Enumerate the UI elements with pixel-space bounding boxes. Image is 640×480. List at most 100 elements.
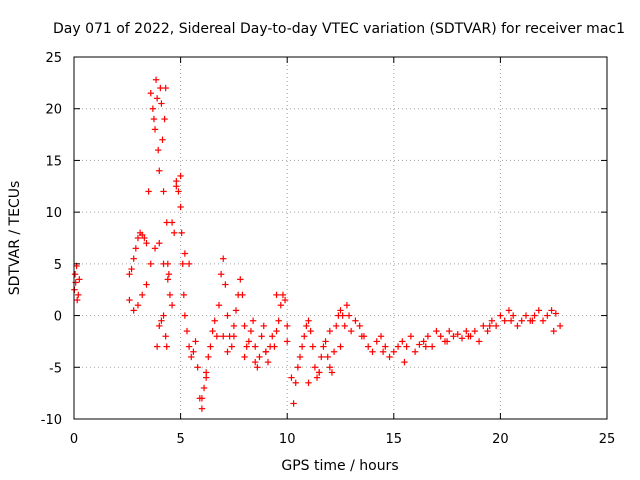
- data-point: [428, 343, 436, 350]
- y-tick-label: 25: [45, 51, 62, 66]
- data-point: [480, 322, 487, 330]
- data-point: [130, 307, 137, 314]
- data-point: [215, 302, 223, 309]
- data-points: [71, 76, 564, 412]
- data-point: [241, 322, 248, 330]
- data-point: [484, 327, 491, 335]
- data-point: [475, 338, 483, 345]
- data-point: [311, 364, 319, 371]
- data-point: [284, 322, 291, 330]
- data-point: [224, 312, 231, 319]
- data-point: [411, 348, 419, 355]
- data-point: [307, 327, 314, 335]
- y-tick-label: 15: [45, 154, 62, 169]
- data-point: [252, 358, 259, 366]
- data-point: [420, 338, 427, 345]
- x-tick-label: 25: [599, 432, 616, 447]
- data-point: [230, 322, 238, 330]
- data-point: [320, 343, 327, 350]
- data-point: [143, 239, 150, 247]
- data-point: [162, 333, 169, 340]
- data-point: [337, 307, 344, 314]
- data-point: [544, 312, 551, 319]
- data-point: [180, 291, 187, 299]
- data-point: [145, 188, 152, 195]
- data-point: [207, 343, 214, 350]
- data-point: [273, 291, 280, 299]
- data-point: [128, 265, 135, 273]
- data-point: [156, 322, 163, 330]
- data-point: [305, 317, 312, 324]
- data-point: [171, 229, 178, 237]
- data-point: [552, 310, 560, 317]
- data-point: [177, 172, 184, 180]
- data-point: [163, 343, 170, 350]
- data-point: [292, 379, 299, 386]
- data-point: [458, 335, 466, 342]
- data-point: [213, 333, 221, 340]
- data-point: [264, 358, 272, 366]
- data-point: [72, 279, 79, 286]
- data-point: [190, 348, 197, 355]
- data-point: [284, 338, 291, 345]
- data-point: [141, 234, 148, 242]
- data-point: [437, 333, 444, 340]
- data-point: [262, 348, 270, 355]
- data-point: [168, 302, 176, 309]
- data-point: [165, 271, 173, 278]
- data-point: [211, 317, 218, 324]
- data-point: [386, 353, 393, 361]
- data-point: [152, 76, 160, 83]
- data-point: [134, 302, 142, 309]
- x-tick-labels: 0 5 10 15 20 25: [70, 432, 615, 447]
- data-point: [194, 364, 201, 371]
- chart-title: Day 071 of 2022, Sidereal Day-to-day VTE…: [53, 21, 625, 37]
- data-point: [275, 317, 282, 324]
- data-point: [151, 245, 159, 252]
- data-point: [486, 322, 493, 330]
- data-point: [243, 343, 250, 350]
- data-point: [178, 229, 185, 237]
- data-point: [260, 322, 267, 330]
- data-point: [369, 348, 376, 355]
- data-point: [147, 260, 154, 268]
- data-point: [303, 322, 310, 330]
- data-point: [556, 322, 564, 330]
- data-point: [252, 343, 259, 350]
- y-tick-label: 0: [54, 310, 62, 325]
- data-point: [343, 302, 351, 309]
- data-point: [305, 379, 312, 386]
- data-point: [185, 343, 193, 350]
- data-point: [271, 343, 278, 350]
- data-point: [488, 317, 496, 324]
- data-point: [160, 312, 167, 319]
- data-point: [507, 317, 515, 324]
- data-point: [382, 343, 389, 350]
- grid: [74, 57, 607, 419]
- data-point: [181, 250, 189, 257]
- data-point: [198, 395, 206, 402]
- data-point: [401, 358, 408, 366]
- data-point: [71, 271, 79, 278]
- data-point: [497, 312, 504, 319]
- data-point: [179, 260, 186, 268]
- data-point: [326, 364, 334, 371]
- data-point: [529, 317, 536, 324]
- data-point: [155, 146, 162, 154]
- data-point: [337, 343, 344, 350]
- data-point: [200, 384, 208, 392]
- data-point: [339, 312, 346, 319]
- data-point: [245, 338, 253, 345]
- data-point: [277, 302, 285, 309]
- data-point: [130, 255, 137, 262]
- data-point: [514, 322, 521, 330]
- y-tick-label: 20: [45, 103, 62, 118]
- data-point: [126, 296, 133, 304]
- data-point: [134, 234, 142, 242]
- data-point: [288, 374, 295, 381]
- data-point: [501, 317, 508, 324]
- data-point: [390, 348, 397, 355]
- data-point: [394, 343, 402, 350]
- data-point: [139, 291, 146, 299]
- data-point: [228, 343, 235, 350]
